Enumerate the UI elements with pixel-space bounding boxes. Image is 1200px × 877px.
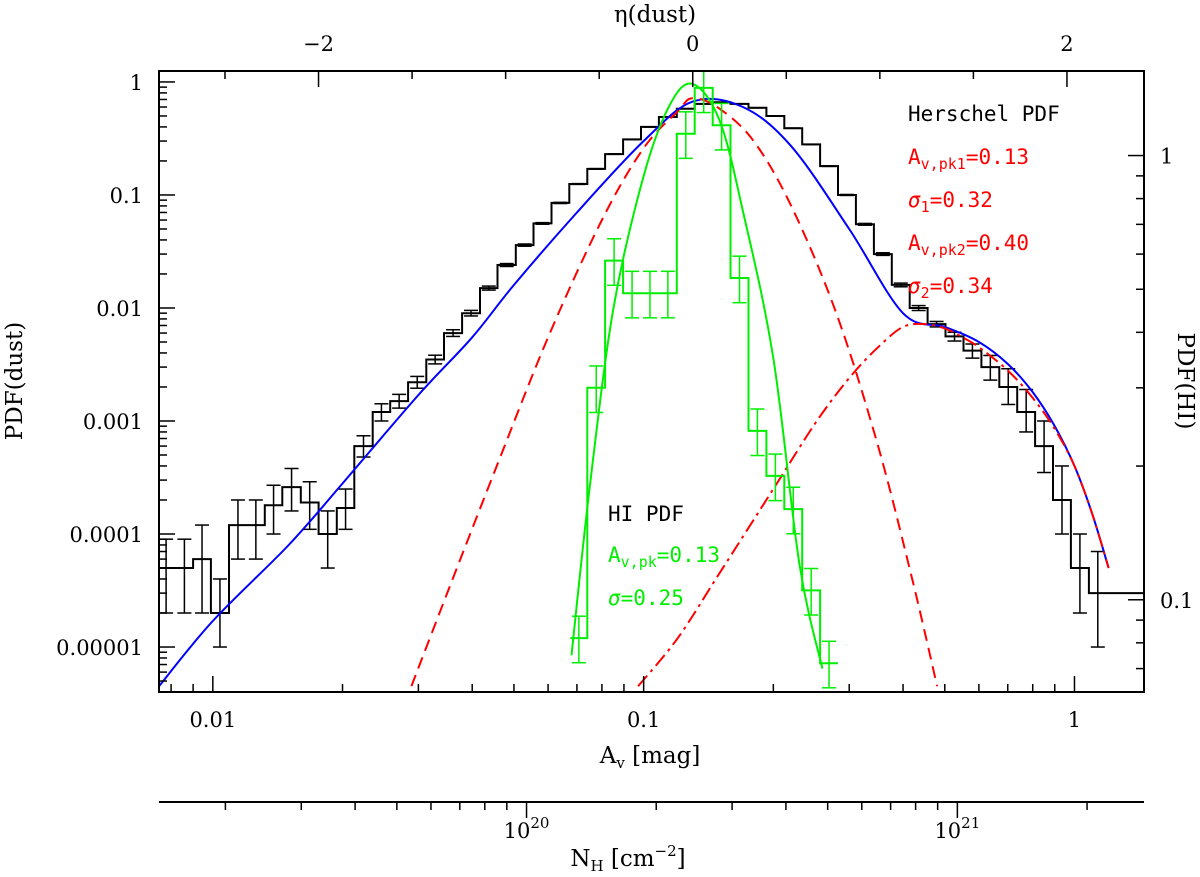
y-tick-label: 0.00001 bbox=[56, 636, 143, 660]
series-2 bbox=[410, 97, 939, 687]
herschel-legend: Herschel PDF Av,pk1=0.13 σ1=0.32 Av,pk2=… bbox=[908, 102, 1060, 302]
top-axis-title: η(dust) bbox=[614, 2, 696, 28]
series-curve bbox=[637, 322, 1110, 687]
x-tick-label: 1 bbox=[1068, 708, 1081, 732]
y2-tick-label: 1 bbox=[1160, 145, 1173, 169]
y-tick-label: 0.01 bbox=[96, 297, 143, 321]
series-layer bbox=[158, 70, 1144, 689]
x-axis-title: Av [mag] bbox=[599, 743, 701, 772]
series-curve bbox=[410, 97, 939, 687]
y-tick-label: 0.1 bbox=[110, 184, 143, 208]
herschel-legend-apk1: Av,pk1=0.13 bbox=[908, 145, 1029, 173]
nh-tick-label: 1020 bbox=[504, 814, 550, 843]
x-tick-label: 0.01 bbox=[189, 708, 236, 732]
hi-legend: HI PDF Av,pk=0.13 σ=0.25 bbox=[608, 502, 720, 610]
y-tick-label: 1 bbox=[130, 71, 143, 95]
herschel-legend-sigma1: σ1=0.32 bbox=[908, 188, 993, 216]
eta-tick-label: 2 bbox=[1060, 32, 1073, 56]
series-step-line bbox=[159, 101, 1144, 614]
y2-tick-label: 0.1 bbox=[1160, 589, 1193, 613]
herschel-legend-title: Herschel PDF bbox=[908, 102, 1060, 126]
nh-axis-title: NH [cm−2] bbox=[570, 842, 685, 875]
eta-tick-label: −2 bbox=[303, 32, 334, 56]
series-1 bbox=[158, 97, 1110, 687]
nh-tick-label: 1021 bbox=[934, 814, 980, 843]
ticks-layer: 0.01 0.1 1 1 0.1 0.01 0.001 0.0001 0.00001 1 0.1 −2… bbox=[56, 32, 1193, 843]
hi-legend-sigma: σ=0.25 bbox=[608, 586, 684, 610]
herschel-legend-apk2: Av,pk2=0.40 bbox=[908, 231, 1029, 259]
x-tick-label: 0.1 bbox=[627, 708, 660, 732]
y-tick-label: 0.001 bbox=[83, 410, 143, 434]
y2-axis-title: PDF(HI) bbox=[1172, 333, 1198, 430]
plot-frame bbox=[158, 70, 1145, 693]
series-5 bbox=[570, 82, 824, 669]
herschel-legend-sigma2: σ2=0.34 bbox=[908, 274, 993, 302]
series-0 bbox=[159, 101, 1144, 648]
y-axis-title: PDF(dust) bbox=[2, 322, 28, 440]
eta-tick-label: 0 bbox=[686, 32, 699, 56]
hi-legend-apk: Av,pk=0.13 bbox=[608, 543, 720, 571]
hi-legend-title: HI PDF bbox=[608, 502, 684, 526]
series-curve bbox=[158, 97, 1110, 687]
y-tick-label: 0.0001 bbox=[70, 523, 143, 547]
series-3 bbox=[637, 322, 1110, 687]
series-curve bbox=[570, 82, 824, 669]
